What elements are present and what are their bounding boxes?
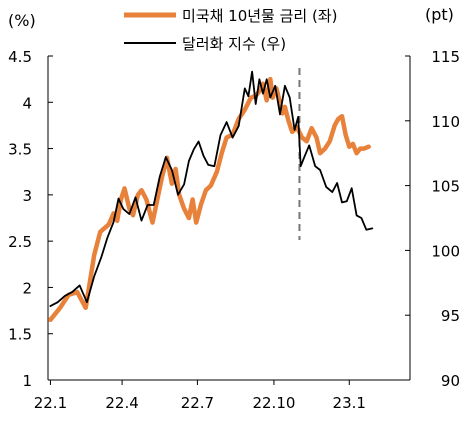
x-axis-ticks: 22.1 22.4 22.7 22.10 23.1 — [34, 380, 366, 412]
left-tick-label: 3 — [22, 187, 32, 205]
legend-label-treasury: 미국채 10년물 금리 (좌) — [182, 7, 338, 25]
x-tick-label: 22.4 — [105, 394, 138, 412]
right-tick-label: 110 — [431, 113, 460, 131]
x-tick-label: 22.10 — [252, 394, 295, 412]
right-tick-label: 105 — [431, 178, 460, 196]
right-axis-unit: (pt) — [425, 5, 454, 24]
axes — [47, 56, 411, 381]
legend: 미국채 10년물 금리 (좌) 달러화 지수 (우) — [124, 7, 338, 53]
x-tick-label: 22.7 — [181, 394, 214, 412]
x-tick-label: 23.1 — [333, 394, 366, 412]
series-line-dollar-index — [49, 70, 374, 308]
series-line-treasury-yield — [48, 76, 371, 323]
left-tick-label: 2.5 — [8, 233, 32, 251]
legend-label-dollar-index: 달러화 지수 (우) — [182, 35, 286, 53]
left-tick-label: 1 — [22, 372, 32, 390]
x-tick-label: 22.1 — [34, 394, 67, 412]
left-tick-label: 1.5 — [8, 326, 32, 344]
right-tick-label: 115 — [431, 48, 460, 66]
left-axis-unit: (%) — [8, 11, 36, 30]
left-tick-label: 4.5 — [8, 48, 32, 66]
right-axis-ticks: 90 95 100 105 110 115 — [405, 48, 460, 390]
left-tick-label: 4 — [22, 94, 32, 112]
series-layer — [48, 70, 374, 323]
left-axis-ticks: 1 1.5 2 2.5 3 3.5 4 4.5 — [8, 48, 53, 390]
right-tick-label: 100 — [431, 242, 460, 260]
right-tick-label: 90 — [441, 372, 460, 390]
right-tick-label: 95 — [441, 307, 460, 325]
left-tick-label: 2 — [22, 279, 32, 297]
left-tick-label: 3.5 — [8, 141, 32, 159]
